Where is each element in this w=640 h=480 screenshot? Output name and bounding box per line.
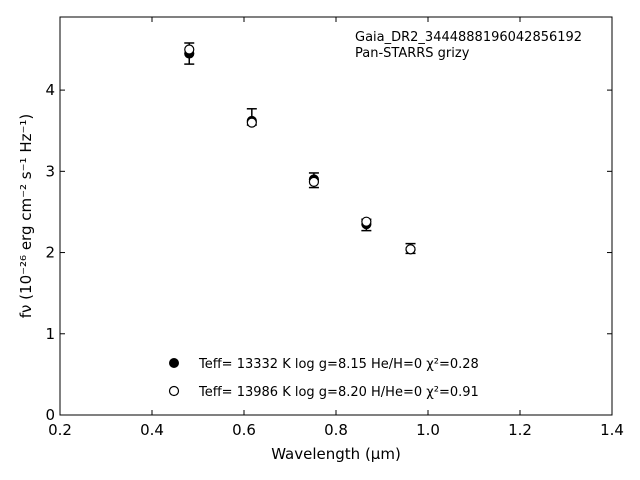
legend-marker-filled [169,358,179,368]
open-model-point [246,117,257,128]
y-axis-label: fν (10⁻²⁶ erg cm⁻² s⁻¹ Hz⁻¹) [17,114,35,319]
y-tick-label: 1 [45,325,55,343]
x-tick-label: 0.4 [140,421,164,439]
legend-marker-open [168,385,180,397]
plot-area: 0.2 0.4 0.6 0.8 1.0 1.2 1.4 0 1 2 3 4 [45,16,624,439]
y-tick-label: 0 [45,406,55,424]
x-tick-label: 0.6 [232,421,256,439]
y-tick-label: 2 [45,244,55,262]
object-annotation: Gaia_DR2_3444888196042856192 [355,30,582,45]
x-tick-label: 1.2 [508,421,532,439]
x-tick-label: 1.0 [416,421,440,439]
y-tick-label: 3 [45,162,55,180]
legend-entry-2: Teff= 13986 K log g=8.20 H/He=0 χ²=0.91 [198,385,479,400]
open-model-point [361,216,372,227]
x-tick-label: 0.2 [48,421,72,439]
legend-entry-1: Teff= 13332 K log g=8.15 He/H=0 χ²=0.28 [198,357,479,372]
open-model-point [308,176,320,187]
plot-frame [59,16,613,416]
legend: Teff= 13332 K log g=8.15 He/H=0 χ²=0.28 … [168,357,479,400]
x-tick-label: 1.4 [600,421,624,439]
survey-annotation: Pan-STARRS grizy [355,46,470,61]
x-axis-label: Wavelength (μm) [271,445,401,463]
open-model-point [405,244,416,255]
x-tick-label: 0.8 [324,421,348,439]
open-model-point [184,44,195,55]
y-tick-label: 4 [45,81,55,99]
